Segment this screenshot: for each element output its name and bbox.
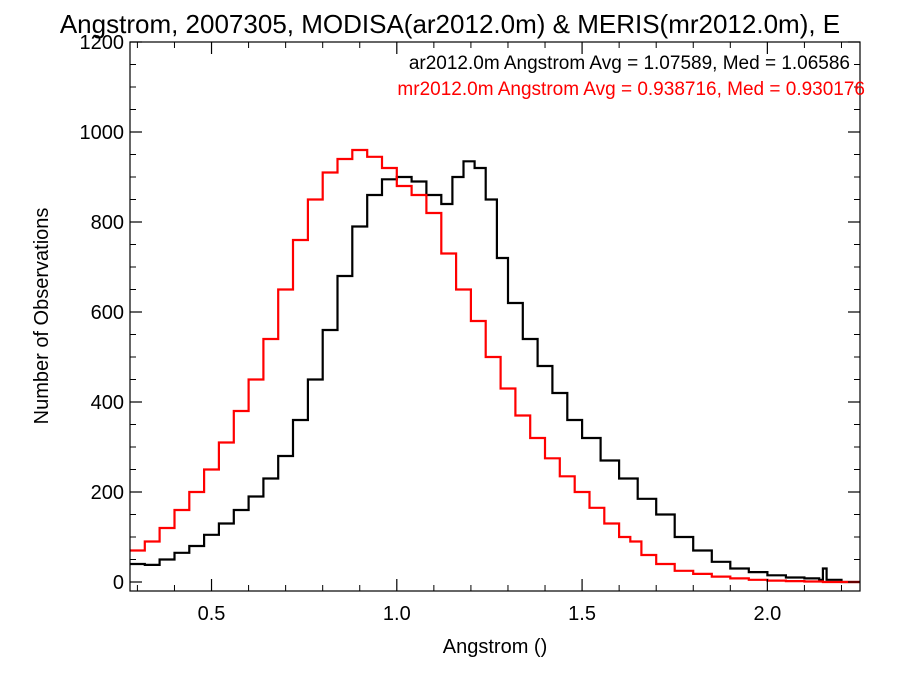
x-axis-label: Angstrom (): [443, 636, 547, 658]
series-line-ar2012.0m: [130, 160, 860, 584]
plot-area: 0.5 1.0 1.5 2.0 0 200 400 600 800 1000 1200: [80, 32, 861, 625]
y-tick-label: 0: [113, 572, 124, 594]
x-tick-label: 1.5: [568, 603, 596, 625]
y-tick-label: 200: [91, 482, 124, 504]
y-tick-label: 1000: [80, 122, 125, 144]
x-tick-label: 1.0: [383, 603, 411, 625]
y-tick-label: 1200: [80, 32, 125, 54]
y-axis-label: Number of Observations: [31, 208, 53, 425]
x-tick-label: 2.0: [753, 603, 781, 625]
legend-entry-ar2012: ar2012.0m Angstrom Avg = 1.07589, Med = …: [409, 53, 850, 74]
legend-entry-mr2012: mr2012.0m Angstrom Avg = 0.938716, Med =…: [397, 79, 865, 100]
y-tick-label: 400: [91, 392, 124, 414]
y-tick-label: 600: [91, 302, 124, 324]
y-tick-label: 800: [91, 212, 124, 234]
chart-title: Angstrom, 2007305, MODISA(ar2012.0m) & M…: [60, 9, 840, 39]
plot-frame: [129, 41, 861, 592]
series-line-mr2012.0m: [130, 148, 860, 584]
x-tick-label: 0.5: [198, 603, 226, 625]
